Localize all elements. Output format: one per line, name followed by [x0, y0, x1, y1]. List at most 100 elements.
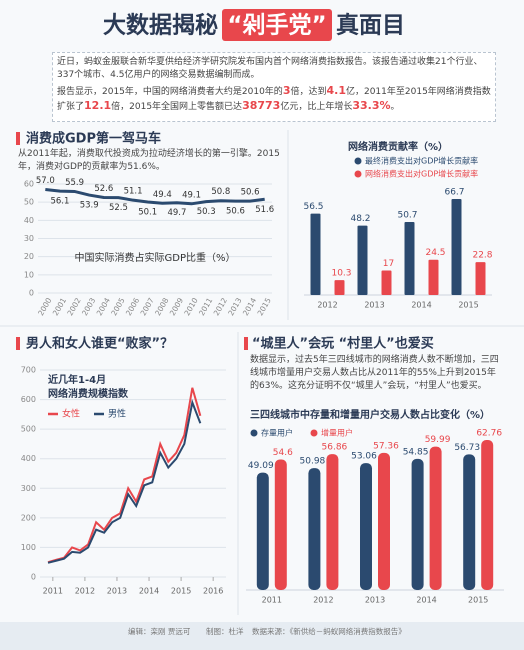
value-label: 54.6 [273, 448, 293, 458]
value-label: 57.36 [373, 441, 399, 451]
value-label: 56.1 [50, 197, 69, 207]
value-label: 50.1 [138, 207, 157, 217]
value-label: 52.6 [94, 184, 113, 194]
x-tick-label: 2005 [109, 296, 126, 317]
bar [404, 222, 415, 295]
intro-paragraph: 近日，蚂蚁金服联合新华夏供给经济学研究院发布国内首个网络消费指数报告。该报告通过… [57, 57, 483, 80]
bar [274, 459, 287, 590]
y-tick-label: 100 [21, 543, 36, 552]
footer-band [0, 622, 524, 650]
x-tick-label: 2014 [241, 296, 258, 317]
x-tick-label: 2016 [203, 587, 223, 596]
x-tick-label: 2000 [36, 296, 53, 317]
chart-title: 网络消费贡献率（%） [348, 140, 448, 153]
highlight-number: 4.1 [326, 84, 346, 97]
value-label: 53.9 [80, 201, 99, 211]
x-tick-label: 2011 [262, 596, 282, 605]
title-part: “剁手党” [227, 13, 326, 39]
x-tick-label: 2014 [139, 587, 159, 596]
x-tick-label: 2012 [75, 587, 95, 596]
y-tick-label: 400 [21, 454, 36, 463]
highlight-number: 38773 [242, 99, 281, 112]
y-tick-label: 50 [24, 198, 34, 207]
section-heading: “城里人”会玩 “村里人”也爱买 [252, 336, 434, 352]
heading-marker [244, 337, 248, 350]
x-tick-label: 2008 [153, 296, 170, 317]
bar [378, 452, 390, 590]
intro-text: 报告显示，2015年，中国的网络消费者大约是2010年的 [57, 87, 283, 97]
value-label: 50.6 [241, 188, 260, 198]
section-heading: 男人和女人谁更“败家”？ [26, 336, 173, 352]
intro-box: 近日，蚂蚁金服联合新华夏供给经济学研究院发布国内首个网络消费指数报告。该报告通过… [52, 52, 496, 122]
title-highlight [222, 9, 332, 41]
value-label: 53.06 [351, 452, 377, 462]
x-tick-label: 2014 [411, 301, 431, 310]
y-tick-label: 300 [21, 484, 36, 493]
value-label: 59.99 [425, 435, 451, 445]
value-label: 56.5 [303, 202, 323, 212]
x-tick-label: 2006 [124, 296, 141, 317]
bar [334, 280, 345, 295]
legend-label: 最终消费支出对GDP增长贡献率 [365, 156, 478, 166]
legend-marker [354, 157, 362, 165]
x-tick-label: 2010 [182, 296, 199, 317]
title-part: 真面目 [336, 12, 405, 39]
intro-text: 亿元，比上年增长 [280, 102, 353, 112]
footer-text: 制图：杜洋 [206, 626, 244, 636]
value-label: 48.2 [350, 214, 370, 224]
legend-label: 存量用户 [261, 428, 293, 438]
x-tick-label: 2003 [80, 296, 97, 317]
x-tick-label: 2015 [458, 301, 478, 310]
x-tick-label: 2015 [171, 587, 191, 596]
value-label: 54.85 [403, 447, 429, 457]
highlight-number: 3 [282, 84, 291, 97]
x-tick-label: 2015 [256, 296, 273, 317]
chart-label: 中国实际消费占实际GDP比重（%） [75, 251, 236, 264]
value-label: 51.6 [255, 205, 274, 215]
bar [429, 446, 442, 590]
legend-marker [250, 429, 258, 437]
value-label: 10.3 [331, 269, 351, 279]
y-tick-label: 60 [24, 180, 34, 189]
legend-label: 女性 [62, 408, 80, 420]
footer-text: 数据来源：《新供给－蚂蚁网络消费指数报告》 [252, 626, 406, 636]
chart-title: 近几年1-4月 [48, 373, 106, 386]
value-label: 52.5 [109, 203, 128, 213]
chart-title: 三四线城市中存量和增量用户交易人数占比变化（%） [250, 408, 490, 421]
x-tick-label: 2012 [212, 296, 229, 317]
y-tick-label: 10 [24, 270, 34, 279]
y-tick-label: 30 [24, 234, 34, 243]
section-heading: 消费成GDP第一驾马车 [26, 131, 161, 147]
bar [357, 225, 368, 295]
bar [308, 468, 321, 590]
bar [381, 270, 392, 295]
x-tick-label: 2007 [139, 296, 156, 317]
x-tick-label: 2001 [51, 296, 68, 317]
x-tick-label: 2013 [364, 301, 384, 310]
bar [481, 440, 494, 590]
section-text: 数据显示，过去5年三四线城市的网络消费人数不断增加，三四线城市增量用户交易人数占… [250, 355, 499, 391]
y-tick-label: 40 [24, 216, 34, 225]
y-tick-label: 200 [21, 513, 36, 522]
value-label: 50.8 [211, 187, 230, 197]
bar [463, 454, 476, 590]
bar [256, 472, 269, 590]
value-label: 49.1 [182, 190, 201, 200]
x-tick-label: 2011 [197, 296, 214, 317]
value-label: 57.0 [36, 176, 55, 186]
x-tick-label: 2012 [313, 596, 333, 605]
value-label: 49.4 [153, 190, 172, 200]
y-tick-label: 20 [24, 252, 34, 261]
y-tick-label: 0 [29, 289, 34, 298]
intro-paragraph: 报告显示，2015年，中国的网络消费者大约是2010年的3倍，达到4.1亿，20… [57, 84, 491, 114]
x-tick-label: 2011 [43, 587, 63, 596]
intro-text: 倍，达到 [290, 87, 327, 97]
y-tick-label: 0 [31, 573, 36, 582]
value-label: 50.7 [397, 211, 417, 221]
footer-text: 编辑：栾刚 贾远可 [128, 626, 191, 636]
intro-text: 亿，2011年至2015年网络消费指数扩张了 [57, 87, 491, 112]
legend-label: 增量用户 [321, 428, 353, 438]
value-label: 50.6 [226, 207, 245, 217]
legend-label: 网络消费支出对GDP增长贡献率 [365, 169, 478, 179]
